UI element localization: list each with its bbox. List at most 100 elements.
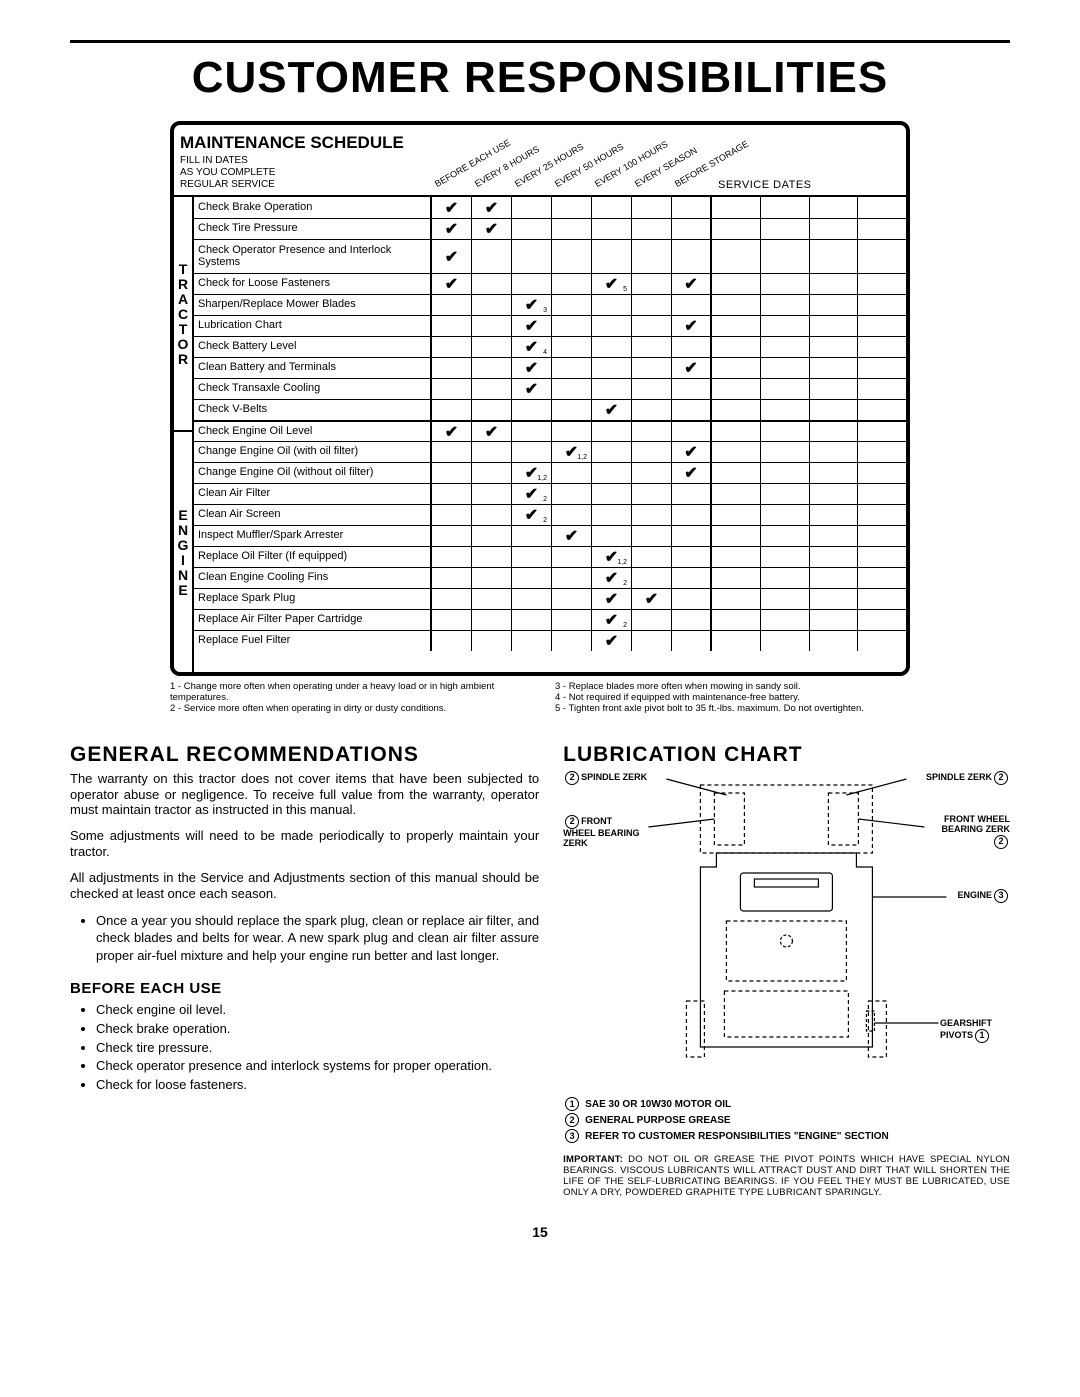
- legend-row: 3REFER TO CUSTOMER RESPONSIBILITIES "ENG…: [563, 1129, 1010, 1145]
- check-cell: [592, 484, 632, 504]
- schedule-footnotes: 1 - Change more often when operating und…: [170, 682, 910, 715]
- check-cell: [472, 274, 512, 294]
- row-label: Clean Engine Cooling Fins: [194, 568, 432, 588]
- check-cell: [672, 197, 712, 218]
- table-row: Check Engine Oil Level✔✔: [194, 420, 906, 441]
- table-row: Clean Air Filter✔2: [194, 483, 906, 504]
- check-cell: [672, 219, 712, 239]
- service-date-cells: [712, 240, 906, 273]
- check-cell: [472, 240, 512, 273]
- footnotes-left: 1 - Change more often when operating und…: [170, 682, 525, 715]
- check-cell: [512, 589, 552, 609]
- before-list: Check engine oil level.Check brake opera…: [70, 1001, 539, 1093]
- check-cell: [672, 400, 712, 420]
- before-heading: BEFORE EACH USE: [70, 980, 539, 997]
- check-cell: [552, 568, 592, 588]
- schedule-title: MAINTENANCE SCHEDULE: [180, 133, 426, 153]
- list-item: Check tire pressure.: [96, 1039, 539, 1057]
- check-cell: [632, 610, 672, 630]
- check-cell: [632, 358, 672, 378]
- check-cell: ✔2: [512, 484, 552, 504]
- check-cell: ✔: [672, 442, 712, 462]
- check-cell: [432, 379, 472, 399]
- check-cell: ✔: [632, 589, 672, 609]
- table-row: Change Engine Oil (without oil filter)✔1…: [194, 462, 906, 483]
- service-date-cells: [712, 610, 906, 630]
- check-cell: [432, 610, 472, 630]
- check-cell: ✔5: [592, 274, 632, 294]
- engine-label: ENGINE3: [957, 889, 1010, 903]
- service-date-cells: [712, 589, 906, 609]
- table-row: Check Transaxle Cooling✔: [194, 378, 906, 399]
- row-label: Check V-Belts: [194, 400, 432, 420]
- row-label: Replace Oil Filter (If equipped): [194, 547, 432, 567]
- check-cell: [552, 463, 592, 483]
- check-cell: ✔2: [592, 610, 632, 630]
- check-cell: [472, 610, 512, 630]
- check-cell: [432, 505, 472, 525]
- check-cell: [512, 610, 552, 630]
- table-row: Change Engine Oil (with oil filter)✔1,2✔: [194, 441, 906, 462]
- general-heading: GENERAL RECOMMENDATIONS: [70, 743, 539, 767]
- check-cell: [552, 316, 592, 336]
- check-cell: ✔: [432, 274, 472, 294]
- check-cell: [632, 631, 672, 651]
- row-label: Check Brake Operation: [194, 197, 432, 218]
- legend-row: 2GENERAL PURPOSE GREASE: [563, 1113, 1010, 1129]
- table-row: Clean Battery and Terminals✔✔: [194, 357, 906, 378]
- check-cell: [632, 463, 672, 483]
- left-column: GENERAL RECOMMENDATIONS The warranty on …: [70, 743, 539, 1199]
- check-cell: [632, 197, 672, 218]
- check-cell: [512, 400, 552, 420]
- general-bullets: Once a year you should replace the spark…: [70, 912, 539, 965]
- check-cell: [432, 631, 472, 651]
- service-date-cells: [712, 400, 906, 420]
- check-cell: [512, 568, 552, 588]
- check-cell: [672, 526, 712, 546]
- check-cell: [592, 526, 632, 546]
- check-cell: [632, 505, 672, 525]
- check-cell: [552, 358, 592, 378]
- service-dates-label: SERVICE DATES: [718, 179, 812, 191]
- check-cell: [632, 379, 672, 399]
- check-cell: [672, 484, 712, 504]
- spindle-zerk-right-label: SPINDLE ZERK2: [926, 771, 1010, 785]
- check-cell: [592, 463, 632, 483]
- check-cell: [432, 568, 472, 588]
- service-date-cells: [712, 484, 906, 504]
- check-cell: [432, 337, 472, 357]
- check-cell: ✔: [512, 358, 552, 378]
- check-cell: [472, 358, 512, 378]
- check-cell: [552, 631, 592, 651]
- gearshift-label: GEARSHIFT PIVOTS1: [940, 1019, 1010, 1043]
- interval-header: EVERY 50 HOURS: [552, 123, 592, 195]
- row-label: Check Battery Level: [194, 337, 432, 357]
- service-date-cells: [712, 337, 906, 357]
- check-cell: [592, 295, 632, 315]
- check-cell: [632, 316, 672, 336]
- service-date-cells: [712, 358, 906, 378]
- check-cell: [512, 442, 552, 462]
- schedule-body: TRACTORENGINECheck Brake Operation✔✔Chec…: [174, 197, 906, 672]
- check-cell: [512, 631, 552, 651]
- interval-headers: BEFORE EACH USEEVERY 8 HOURSEVERY 25 HOU…: [432, 123, 712, 195]
- check-cell: [472, 505, 512, 525]
- check-cell: ✔3: [512, 295, 552, 315]
- table-row: Replace Fuel Filter✔: [194, 630, 906, 651]
- row-label: Check Transaxle Cooling: [194, 379, 432, 399]
- check-cell: ✔: [552, 526, 592, 546]
- check-cell: [552, 547, 592, 567]
- check-cell: [552, 337, 592, 357]
- list-item: Check operator presence and interlock sy…: [96, 1057, 539, 1075]
- schedule-sub2: AS YOU COMPLETE: [180, 167, 426, 179]
- check-cell: [632, 337, 672, 357]
- check-cell: ✔: [672, 316, 712, 336]
- check-cell: [432, 463, 472, 483]
- check-cell: [592, 337, 632, 357]
- check-cell: ✔: [432, 219, 472, 239]
- schedule-sub1: FILL IN DATES: [180, 155, 426, 167]
- check-cell: [592, 219, 632, 239]
- check-cell: [672, 240, 712, 273]
- table-row: Replace Air Filter Paper Cartridge✔2: [194, 609, 906, 630]
- check-cell: [632, 568, 672, 588]
